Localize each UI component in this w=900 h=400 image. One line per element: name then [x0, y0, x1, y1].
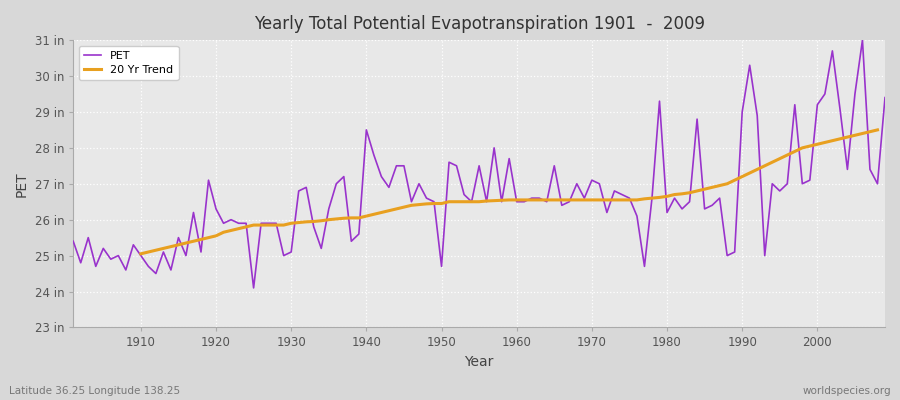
Text: Latitude 36.25 Longitude 138.25: Latitude 36.25 Longitude 138.25	[9, 386, 180, 396]
20 Yr Trend	[136, 251, 147, 256]
PET	[68, 239, 78, 244]
PET	[609, 188, 620, 193]
Line: PET: PET	[73, 40, 885, 288]
Title: Yearly Total Potential Evapotranspiration 1901  -  2009: Yearly Total Potential Evapotranspiratio…	[254, 15, 705, 33]
PET	[879, 95, 890, 100]
PET	[301, 185, 311, 190]
PET	[511, 199, 522, 204]
Line: 20 Yr Trend: 20 Yr Trend	[141, 130, 878, 254]
20 Yr Trend	[361, 214, 372, 218]
X-axis label: Year: Year	[464, 355, 494, 369]
20 Yr Trend	[715, 183, 725, 188]
20 Yr Trend	[331, 216, 342, 221]
PET	[857, 38, 868, 42]
Legend: PET, 20 Yr Trend: PET, 20 Yr Trend	[79, 46, 178, 80]
20 Yr Trend	[504, 198, 515, 202]
20 Yr Trend	[526, 198, 537, 202]
PET	[248, 286, 259, 290]
PET	[346, 239, 356, 244]
20 Yr Trend	[309, 219, 320, 224]
PET	[518, 199, 529, 204]
PET	[128, 242, 139, 247]
20 Yr Trend	[872, 128, 883, 132]
Text: worldspecies.org: worldspecies.org	[803, 386, 891, 396]
Y-axis label: PET: PET	[15, 171, 29, 196]
